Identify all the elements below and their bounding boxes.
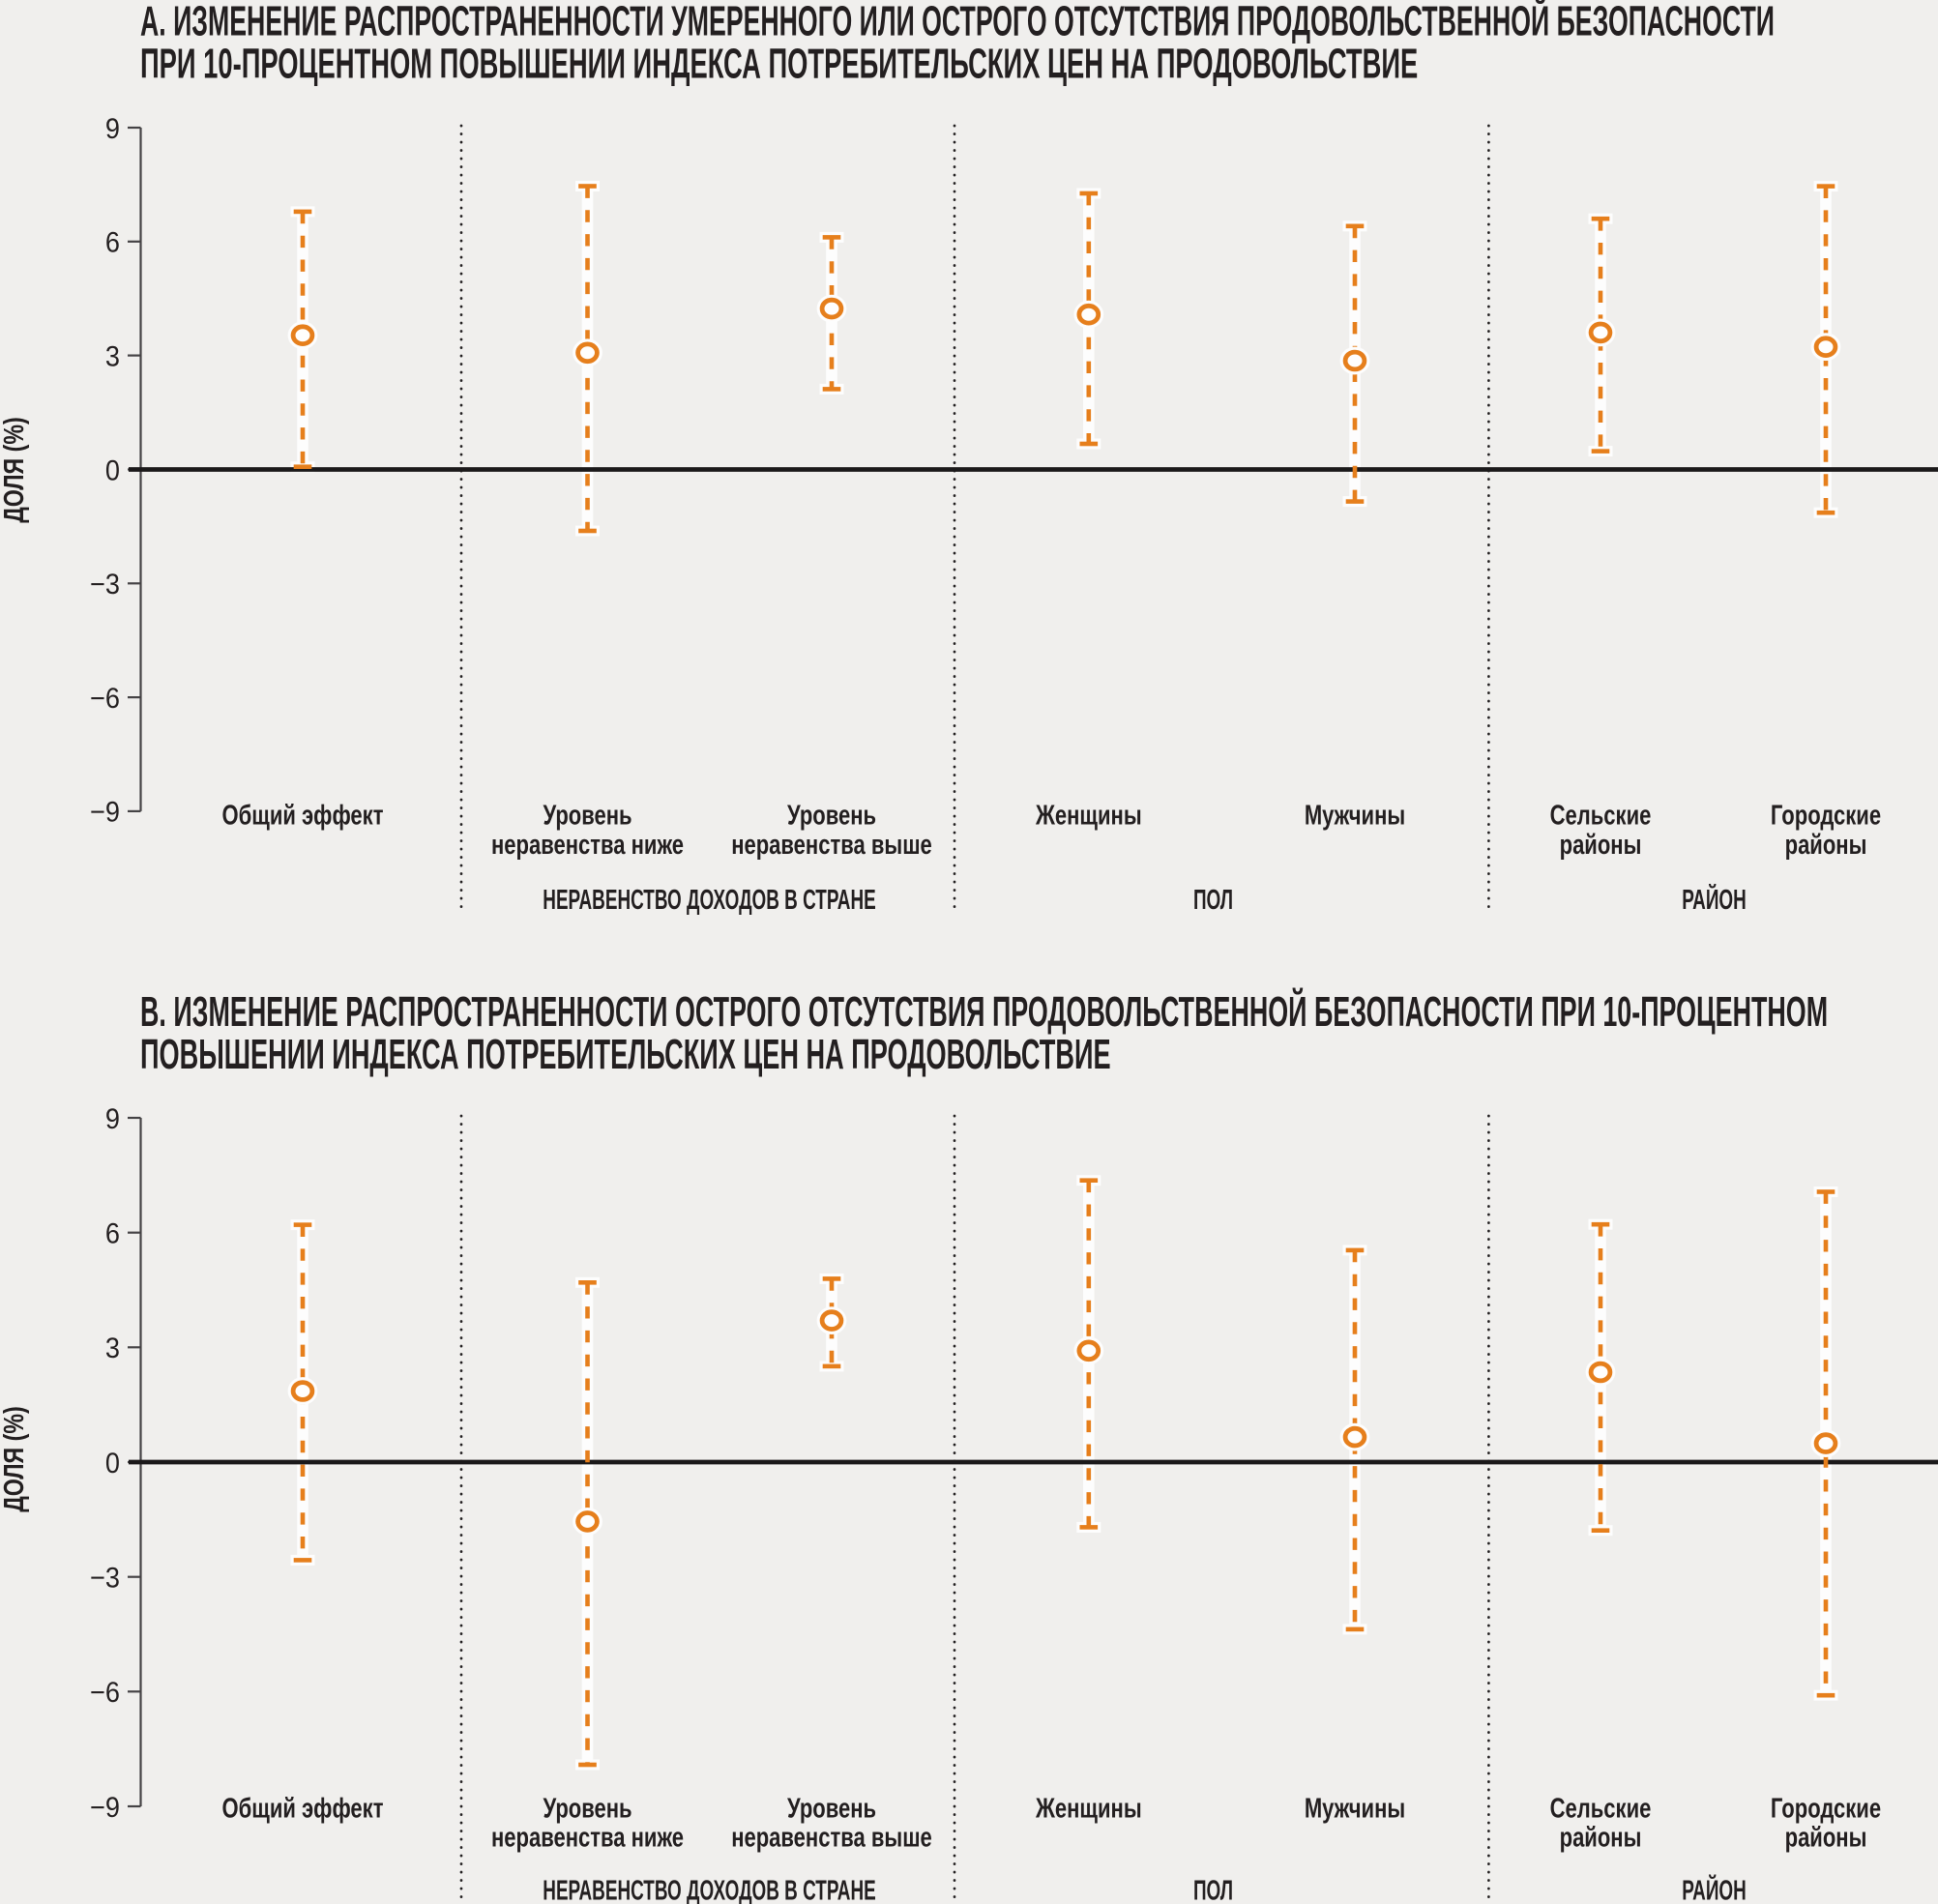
svg-text:3: 3 [105,340,120,372]
svg-text:ПОЛ: ПОЛ [1193,885,1233,916]
svg-text:−6: −6 [90,1677,120,1709]
svg-text:−9: −9 [90,797,120,829]
svg-text:РАЙОН: РАЙОН [1682,1874,1747,1904]
svg-text:−9: −9 [90,1792,120,1824]
svg-text:ПОВЫШЕНИИ ИНДЕКСА ПОТРЕБИТЕЛЬС: ПОВЫШЕНИИ ИНДЕКСА ПОТРЕБИТЕЛЬСКИХ ЦЕН НА… [140,1030,1111,1077]
svg-text:неравенства выше: неравенства выше [731,830,932,860]
svg-text:B. ИЗМЕНЕНИЕ РАСПРОСТРАНЕННОСТ: B. ИЗМЕНЕНИЕ РАСПРОСТРАНЕННОСТИ ОСТРОГО … [140,986,1828,1036]
svg-text:Сельские: Сельские [1550,1794,1652,1824]
svg-text:Уровень: Уровень [787,1794,876,1824]
svg-text:Общий эффект: Общий эффект [222,1794,384,1824]
svg-text:ПРИ 10-ПРОЦЕНТНОМ ПОВЫШЕНИИ ИН: ПРИ 10-ПРОЦЕНТНОМ ПОВЫШЕНИИ ИНДЕКСА ПОТР… [140,40,1418,87]
svg-text:Женщины: Женщины [1035,801,1142,831]
svg-text:Женщины: Женщины [1035,1794,1142,1824]
svg-text:РАЙОН: РАЙОН [1682,884,1747,916]
svg-text:районы: районы [1785,1823,1867,1853]
svg-text:Городские: Городские [1771,1794,1881,1824]
svg-text:Уровень: Уровень [787,801,876,831]
svg-text:А. ИЗМЕНЕНИЕ РАСПРОСТРАНЕННОСТ: А. ИЗМЕНЕНИЕ РАСПРОСТРАНЕННОСТИ УМЕРЕННО… [140,0,1775,44]
svg-text:Уровень: Уровень [543,1794,631,1824]
svg-text:0: 0 [105,454,120,486]
svg-text:Мужчины: Мужчины [1305,1794,1405,1824]
svg-text:НЕРАВЕНСТВО ДОХОДОВ В СТРАНЕ: НЕРАВЕНСТВО ДОХОДОВ В СТРАНЕ [543,885,875,916]
svg-text:районы: районы [1785,830,1867,860]
svg-text:−6: −6 [90,683,120,715]
svg-text:3: 3 [105,1333,120,1364]
svg-text:−3: −3 [90,569,120,600]
svg-text:неравенства выше: неравенства выше [731,1823,932,1853]
svg-text:Уровень: Уровень [543,801,631,831]
svg-text:9: 9 [105,113,120,145]
svg-text:Общий эффект: Общий эффект [222,801,384,831]
svg-text:Сельские: Сельские [1550,801,1652,831]
svg-text:ДОЛЯ (%): ДОЛЯ (%) [0,417,30,522]
svg-text:6: 6 [105,227,120,259]
svg-text:Городские: Городские [1771,801,1881,831]
svg-text:районы: районы [1560,830,1642,860]
svg-text:ПОЛ: ПОЛ [1193,1876,1233,1904]
svg-text:6: 6 [105,1217,120,1249]
svg-text:ДОЛЯ (%): ДОЛЯ (%) [0,1406,30,1511]
svg-text:Мужчины: Мужчины [1305,801,1405,831]
svg-text:неравенства ниже: неравенства ниже [491,830,684,860]
svg-text:−3: −3 [90,1562,120,1594]
svg-text:0: 0 [105,1448,120,1479]
svg-text:районы: районы [1560,1823,1642,1853]
svg-text:9: 9 [105,1103,120,1135]
svg-text:неравенства ниже: неравенства ниже [491,1823,684,1853]
svg-text:НЕРАВЕНСТВО ДОХОДОВ В СТРАНЕ: НЕРАВЕНСТВО ДОХОДОВ В СТРАНЕ [543,1876,875,1904]
